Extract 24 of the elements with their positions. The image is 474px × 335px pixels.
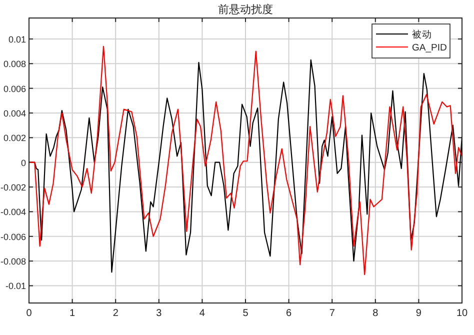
x-tick-label: 5 <box>242 308 249 319</box>
x-tick-label: 1 <box>70 308 76 319</box>
y-tick-label: -0.01 <box>5 281 26 292</box>
x-tick-label: 4 <box>199 308 206 319</box>
x-tick-label: 8 <box>372 308 379 319</box>
y-tick-label: 0.004 <box>3 108 26 118</box>
y-tick-label: 0.006 <box>3 84 26 94</box>
x-tick-label: 10 <box>456 308 468 319</box>
legend-label: 被动 <box>412 28 432 40</box>
x-tick-label: 3 <box>156 308 162 319</box>
y-tick-label: 0.01 <box>8 34 26 44</box>
chart-title: 前悬动扰度 <box>218 3 273 16</box>
y-tick-label: 0 <box>20 158 26 168</box>
y-tick-label: 0.002 <box>3 133 26 144</box>
y-tick-label: 0.008 <box>3 59 26 70</box>
y-tick-label: -0.004 <box>0 207 26 218</box>
y-tick-label: -0.008 <box>0 256 26 267</box>
y-tick-label: -0.002 <box>0 182 26 193</box>
x-tick-label: 6 <box>286 308 292 319</box>
legend-label: GA_PID <box>412 42 447 54</box>
x-tick-label: 9 <box>416 308 422 319</box>
x-tick-label: 2 <box>112 308 119 319</box>
y-tick-label: -0.006 <box>0 232 26 242</box>
x-tick-label: 7 <box>329 308 336 319</box>
